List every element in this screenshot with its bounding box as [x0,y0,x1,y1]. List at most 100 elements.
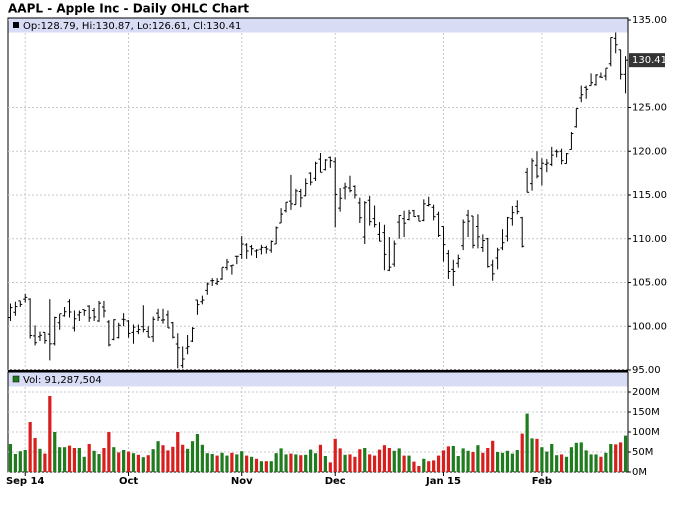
volume-bar [210,454,214,472]
volume-bar [264,461,268,472]
x-tick-label: Oct [119,476,138,487]
volume-bar [623,435,628,472]
volume-bar [230,452,234,472]
price-panel [7,17,629,371]
volume-bar [397,448,401,472]
volume-bar [240,451,244,472]
volume-bar [53,432,57,472]
volume-bar [525,413,529,472]
volume-bar [417,466,421,472]
y-tick-label: 100.00 [632,321,667,332]
volume-bar [550,444,554,472]
volume-bar [304,454,308,472]
x-tick-label: Jan 15 [425,476,461,487]
volume-bar [67,445,72,472]
volume-bar [387,448,391,472]
volume-bar [274,453,278,472]
volume-bar [343,454,347,472]
volume-bar [491,440,495,472]
volume-bar [269,461,273,472]
volume-bar [141,457,145,472]
volume-bar [313,453,318,472]
volume-bar [594,454,598,472]
volume-bar [535,438,539,472]
volume-bar [284,454,288,472]
volume-bar [190,441,195,472]
volume-bar [259,461,264,472]
volume-bar [186,448,190,472]
volume-bar [77,448,81,472]
volume-bar [510,453,514,472]
volume-bar [564,456,569,472]
volume-bar [38,448,42,472]
volume-bar [500,452,505,472]
volume-bar [422,458,426,472]
legend-icon [13,22,19,28]
volume-bar [559,454,564,472]
volume-bar [338,448,342,472]
last-price-box [629,53,665,68]
volume-bar [122,450,126,472]
volume-bar [112,447,116,472]
volume-bar [195,434,200,472]
volume-panel [7,371,629,473]
volume-bar [363,448,367,472]
y-tick-label: 50M [632,447,653,458]
volume-bar [289,453,293,472]
volume-bar [358,449,362,472]
volume-bar [569,447,574,472]
volume-bar [446,446,450,472]
volume-bar [87,444,91,472]
volume-bar [151,449,155,472]
chart-title: AAPL - Apple Inc - Daily OHLC Chart [8,2,249,16]
volume-bar [161,445,165,472]
volume-bar [107,432,111,472]
y-tick-label: 135.00 [632,15,667,26]
volume-bar [279,448,283,472]
volume-bar [402,455,406,472]
volume-bar [382,445,387,472]
volume-bar [146,455,150,472]
volume-bar [318,444,323,472]
volume-bar [545,451,549,472]
volume-bar [254,458,259,472]
volume-bar [609,444,613,472]
volume-bar [181,444,185,472]
volume-bar [368,454,372,472]
volume-bar [466,450,470,472]
volume-bar [436,455,441,472]
volume-bar [28,422,32,472]
volume-bar [481,452,485,472]
volume-bar [171,446,175,472]
volume-bar [432,460,436,472]
y-tick-label: 110.00 [632,234,667,245]
volume-bar [97,454,101,472]
volume-bar [309,449,313,472]
volume-bar [58,447,62,472]
volume-bar [23,450,27,472]
volume-bar [82,456,86,472]
volume-bar [33,438,37,472]
price-legend: Op:128.79, Hi:130.87, Lo:126.61, Cl:130.… [23,21,241,32]
volume-bar [456,456,460,472]
volume-bar [614,444,618,472]
volume-bar [117,452,121,472]
volume-bar [62,447,67,472]
volume-bar [225,455,229,472]
volume-bar [427,461,431,472]
volume-bar [205,453,209,472]
y-tick-label: 0M [632,467,647,478]
y-tick-label: 95.00 [632,365,661,376]
x-tick-label: Nov [231,476,253,487]
volume-bar [530,438,534,472]
price-header [8,18,628,33]
volume-legend: Vol: 91,287,504 [23,375,102,386]
volume-bar [574,442,578,472]
legend-icon [12,375,20,383]
volume-bar [136,454,140,472]
x-tick-label: Dec [325,476,346,487]
volume-bar [92,450,96,472]
y-tick-label: 100M [632,427,660,438]
volume-bar [540,447,544,472]
volume-bar [156,441,160,472]
